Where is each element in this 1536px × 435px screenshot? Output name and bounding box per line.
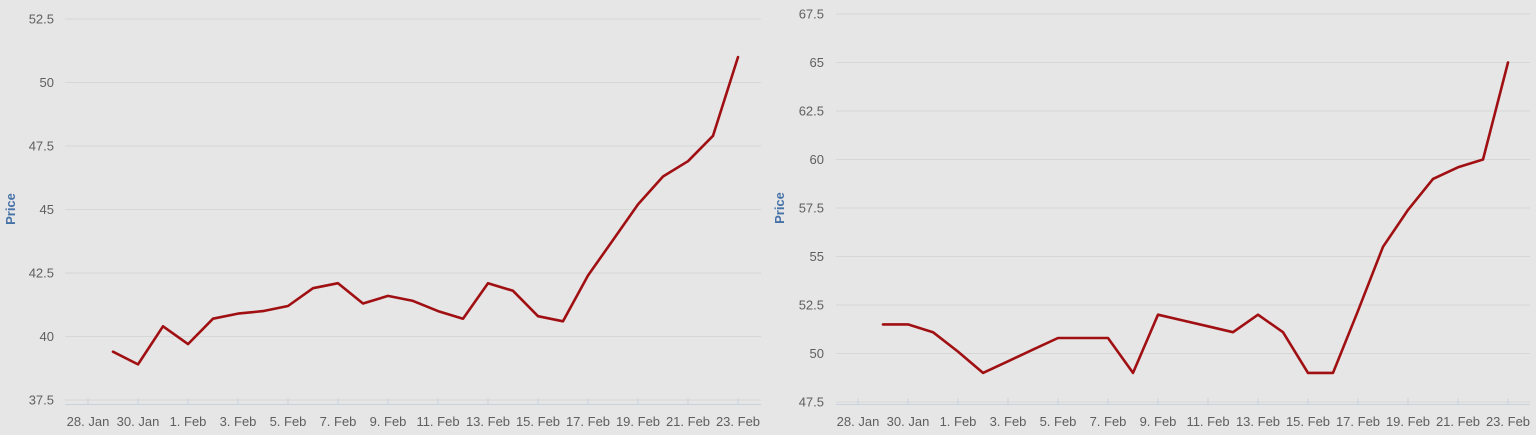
- y-tick-label: 37.5: [29, 393, 54, 408]
- y-tick-label: 47.5: [799, 395, 824, 410]
- x-tick-label: 5. Feb: [270, 414, 307, 429]
- x-tick-label: 5. Feb: [1040, 414, 1077, 429]
- y-tick-label: 42.5: [29, 266, 54, 281]
- y-tick-label: 40: [40, 329, 54, 344]
- series-line: [881, 61, 1510, 375]
- x-tick-label: 19. Feb: [616, 414, 660, 429]
- x-tick-label: 15. Feb: [516, 414, 560, 429]
- y-tick-label: 57.5: [799, 201, 824, 216]
- chart-canvas-right: 47.5 50 52.5 55 57.5 60 62.5 65 67.5 28. Jan 30. J…: [799, 7, 1530, 430]
- x-tick-label: 13. Feb: [466, 414, 510, 429]
- y-tick-label: 52.5: [29, 12, 54, 27]
- y-tick-label: 55: [810, 249, 824, 264]
- x-tick-label: 23. Feb: [1486, 414, 1530, 429]
- x-tick-label: 3. Feb: [220, 414, 257, 429]
- x-tick-label: 15. Feb: [1286, 414, 1330, 429]
- y-tick-label: 50: [810, 346, 824, 361]
- x-tick-label: 17. Feb: [1336, 414, 1380, 429]
- y-tick-label: 67.5: [799, 7, 824, 22]
- x-tick-label: 21. Feb: [666, 414, 710, 429]
- x-tick-label: 13. Feb: [1236, 414, 1280, 429]
- price-chart-right: Price 47.5 50 52.5 55 57.5 60 62.5 65 67.5 28. Ja…: [768, 0, 1536, 435]
- chart-canvas-left: 37.5 40 42.5 45 47.5 50 52.5 28. Jan 30. Jan 1. F…: [29, 12, 761, 429]
- x-tick-label: 23. Feb: [716, 414, 760, 429]
- x-tick-label: 19. Feb: [1386, 414, 1430, 429]
- y-tick-label: 50: [40, 75, 54, 90]
- series-line: [111, 55, 740, 366]
- y-axis-title: Price: [772, 192, 787, 224]
- x-tick-label: 11. Feb: [1186, 414, 1229, 429]
- x-tick-label: 30. Jan: [117, 414, 160, 429]
- x-tick-label: 7. Feb: [320, 414, 357, 429]
- x-tick-label: 11. Feb: [416, 414, 459, 429]
- price-chart-left: Price 37.5 40 42.5 45 47.5 50 52.5 28. Jan 30. J…: [3, 12, 761, 429]
- x-tick-label: 9. Feb: [370, 414, 407, 429]
- x-tick-label: 9. Feb: [1140, 414, 1177, 429]
- x-tick-label: 28. Jan: [67, 414, 110, 429]
- y-tick-label: 47.5: [29, 139, 54, 154]
- x-tick-label: 21. Feb: [1436, 414, 1480, 429]
- x-tick-label: 17. Feb: [566, 414, 610, 429]
- x-tick-label: 7. Feb: [1090, 414, 1127, 429]
- x-tick-label: 28. Jan: [837, 414, 880, 429]
- y-tick-label: 52.5: [799, 298, 824, 313]
- x-tick-label: 1. Feb: [940, 414, 977, 429]
- x-tick-label: 30. Jan: [887, 414, 930, 429]
- y-axis-title: Price: [3, 193, 18, 225]
- y-tick-label: 60: [810, 152, 824, 167]
- x-tick-label: 3. Feb: [990, 414, 1027, 429]
- y-tick-label: 62.5: [799, 104, 824, 119]
- y-tick-label: 65: [810, 55, 824, 70]
- x-tick-label: 1. Feb: [170, 414, 207, 429]
- y-tick-label: 45: [40, 202, 54, 217]
